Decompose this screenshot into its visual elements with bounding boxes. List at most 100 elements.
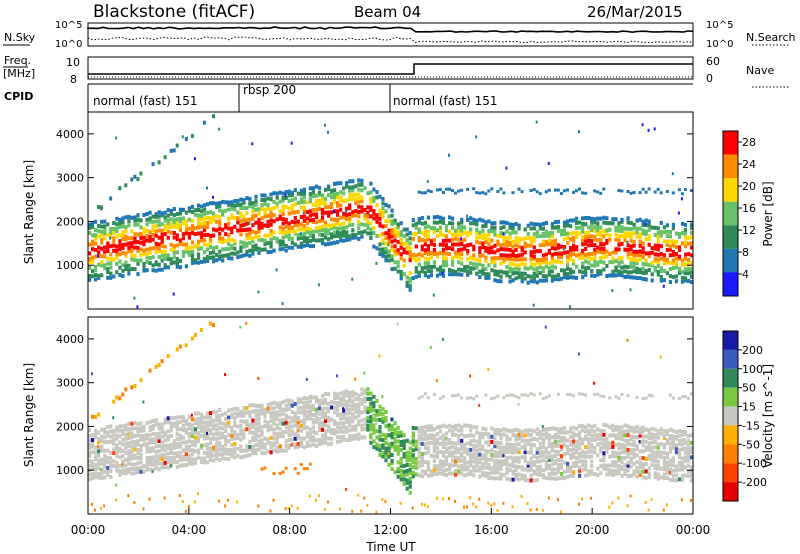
velocity-cell [160, 444, 164, 449]
power-cell [378, 252, 382, 257]
velocity-cell [287, 443, 291, 448]
power-cell [472, 256, 476, 261]
velocity-cell [148, 458, 152, 463]
power-cell [236, 220, 240, 225]
power-cell [562, 272, 567, 277]
velocity-cell [351, 412, 355, 417]
velocity-cell [202, 443, 207, 448]
power-cell [202, 220, 207, 225]
power-cell [393, 266, 397, 271]
power-cell [572, 231, 576, 236]
power-cell [330, 235, 334, 240]
velocity-cell [169, 446, 173, 451]
velocity-cell [532, 462, 536, 467]
power-cell [184, 249, 188, 254]
velocity-cell [345, 487, 348, 491]
power-cell [550, 264, 554, 269]
velocity-cell [432, 433, 436, 438]
velocity-cell [496, 470, 500, 475]
velocity-cell [460, 446, 464, 451]
velocity-cell [97, 412, 101, 417]
power-cell [611, 221, 615, 226]
velocity-cell [426, 436, 430, 441]
power-cell [311, 229, 315, 234]
power-cell [463, 230, 467, 235]
velocity-cell [599, 458, 603, 463]
power-cell [635, 253, 639, 258]
power-cell [284, 190, 288, 194]
power-cell [323, 123, 326, 127]
power-cell [674, 240, 678, 245]
velocity-cell [435, 450, 440, 455]
power-cell [438, 271, 443, 276]
power-cell [556, 245, 561, 250]
velocity-cell [647, 475, 651, 479]
power-cell [209, 237, 213, 242]
power-cell [469, 255, 473, 260]
velocity-cell [387, 427, 391, 432]
power-cell [339, 195, 343, 199]
power-cell [575, 234, 579, 239]
power-cell [333, 240, 337, 245]
velocity-cell [523, 455, 527, 460]
velocity-cell [393, 431, 397, 436]
velocity-cell [351, 419, 355, 424]
power-cell [514, 248, 518, 252]
velocity-cell [148, 449, 152, 454]
power-cell [566, 263, 570, 267]
velocity-cell [181, 463, 185, 468]
power-cell [626, 220, 630, 225]
power-cell [91, 225, 95, 229]
power-cell [323, 187, 328, 192]
power-cell [562, 228, 567, 233]
power-cell [680, 197, 683, 201]
velocity-cell [357, 409, 361, 414]
velocity-cell [405, 480, 409, 485]
power-cell [584, 246, 588, 251]
velocity-cell [199, 443, 204, 448]
velocity-cell [142, 464, 146, 469]
velocity-cell [254, 421, 258, 426]
velocity-cell [354, 396, 358, 401]
velocity-cell [342, 407, 345, 411]
power-cell [345, 209, 348, 213]
velocity-cell [218, 443, 222, 448]
velocity-cell [460, 458, 464, 463]
power-cell [617, 269, 621, 274]
velocity-cell [166, 451, 170, 456]
power-cell [481, 245, 485, 250]
power-cell [423, 220, 427, 225]
power-cell [593, 259, 597, 264]
power-cell [629, 288, 632, 292]
velocity-cell [411, 470, 415, 475]
power-cell [538, 265, 542, 270]
power-cell [124, 242, 128, 247]
power-cell [88, 260, 92, 265]
power-cell [520, 248, 524, 253]
velocity-cell [339, 402, 343, 407]
power-cell [254, 220, 258, 225]
power-cell [435, 233, 440, 238]
velocity-cell [363, 399, 367, 404]
power-cell [629, 257, 633, 262]
velocity-cell [118, 469, 122, 474]
velocity-cell [448, 497, 450, 501]
velocity-cell [230, 454, 234, 459]
velocity-cell [451, 458, 455, 463]
power-cell [181, 242, 185, 247]
velocity-cell [202, 429, 207, 434]
velocity-cell [384, 500, 387, 504]
velocity-cell [572, 442, 576, 447]
velocity-cell [650, 436, 654, 441]
velocity-cell [339, 412, 343, 417]
velocity-cell [656, 476, 660, 481]
velocity-cell [372, 430, 376, 435]
power-cell [163, 232, 167, 237]
power-cell [444, 246, 449, 251]
velocity-cell [127, 436, 131, 441]
velocity-cell [121, 471, 125, 475]
velocity-cell [572, 425, 576, 430]
velocity-cell [620, 429, 624, 434]
velocity-cell [481, 473, 485, 478]
velocity-cell [620, 445, 624, 450]
